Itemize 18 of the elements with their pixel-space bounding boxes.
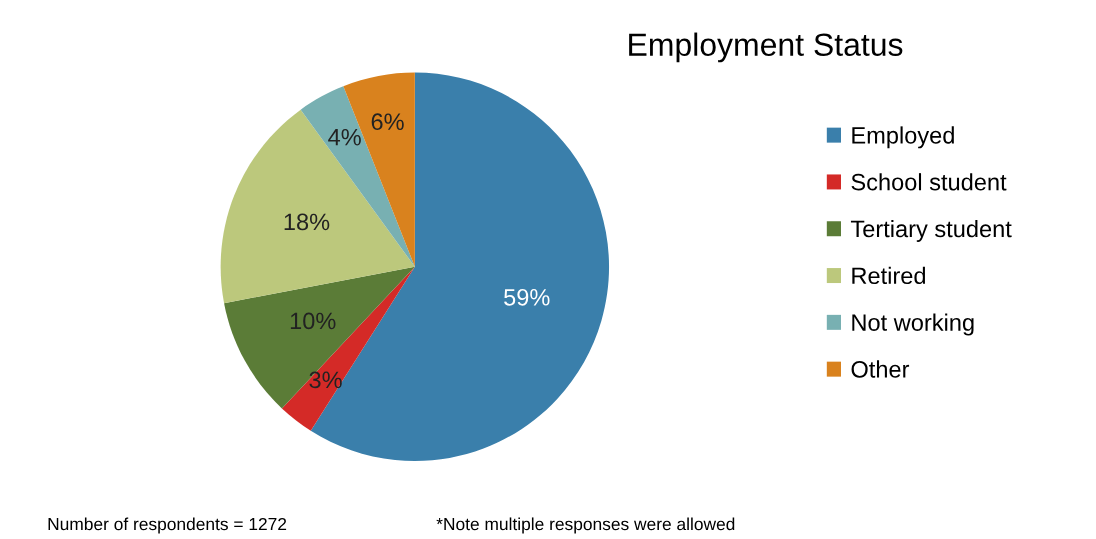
legend-label: Other xyxy=(851,360,910,378)
legend-label: Retired xyxy=(852,266,926,285)
legend-label: Employed xyxy=(852,126,954,149)
pie-slice xyxy=(281,266,415,431)
data-label: 10% xyxy=(290,312,336,330)
legend-label: Tertiary student xyxy=(850,219,1012,242)
data-label: 59% xyxy=(504,288,550,306)
data-label: 6% xyxy=(371,113,404,131)
legend-label: School student xyxy=(851,173,1007,191)
data-label: 4% xyxy=(328,128,361,146)
text: Number of respondents = 1272 xyxy=(48,517,287,534)
chart-title: Employment Status xyxy=(629,32,903,63)
data-label: 3% xyxy=(309,371,342,389)
pie-slice xyxy=(220,109,415,304)
data-label: 18% xyxy=(284,213,330,231)
legend-label: Not working xyxy=(852,313,974,336)
pie-slice xyxy=(224,266,415,409)
text: *Note multiple responses were allowed xyxy=(436,517,735,534)
